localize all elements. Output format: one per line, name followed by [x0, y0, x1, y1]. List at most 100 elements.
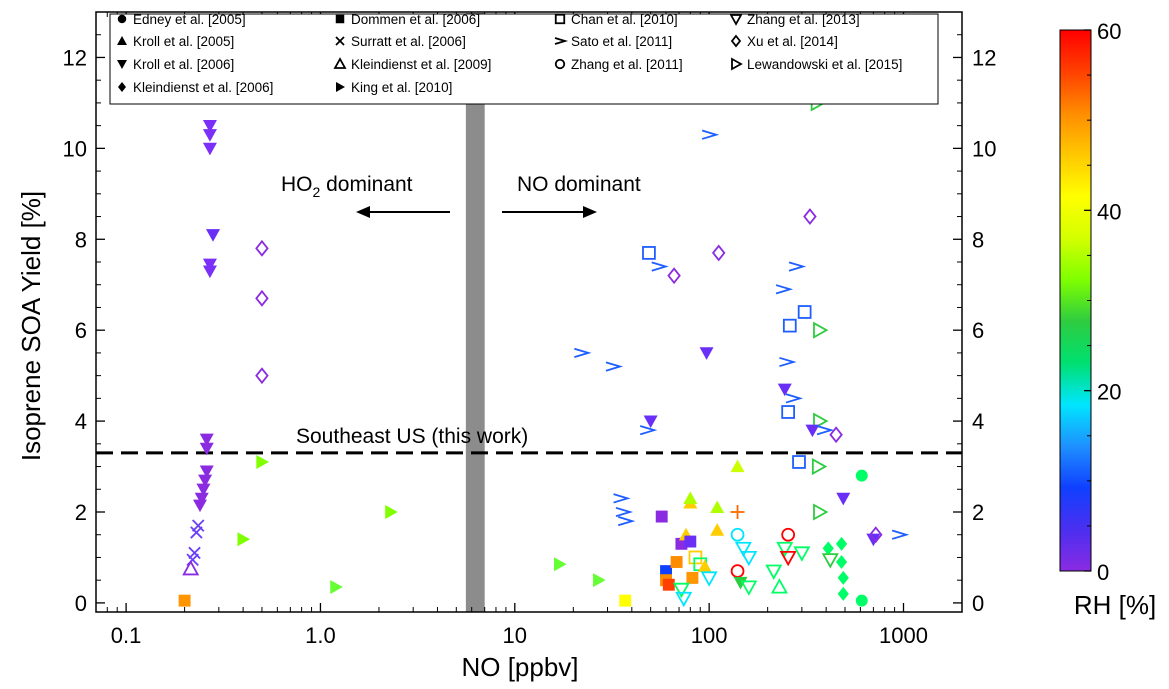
legend-symbol [554, 58, 566, 70]
legend-symbol [117, 60, 127, 69]
data-point [813, 321, 829, 339]
data-point [670, 556, 683, 568]
data-point [821, 553, 839, 569]
axes: 0.1 1.0 10 100 1000 0 0 2 2 4 4 6 6 8 8 10 10 12 12 [63, 12, 996, 648]
no-dominant-label: NO dominant [517, 173, 641, 196]
legend-symbol [730, 34, 742, 48]
y-tick-label-right: 4 [972, 409, 984, 434]
data-point [199, 433, 214, 447]
legend-entry: Lewandowski et al. [2015] [731, 57, 902, 72]
data-point [617, 516, 636, 527]
data-points [178, 94, 910, 608]
y-tick-label: 0 [75, 591, 87, 616]
data-point [740, 550, 758, 567]
data-point [837, 570, 849, 585]
data-point [779, 356, 797, 368]
legend-entry: Kroll et al. [2006] [117, 57, 234, 72]
legend-label: Surratt et al. [2006] [351, 34, 466, 49]
data-point [730, 459, 745, 473]
data-point [330, 580, 343, 594]
y-tick-label: 8 [75, 227, 87, 252]
legend-entry: Sato et al. [2011] [554, 34, 672, 49]
data-point [613, 493, 631, 504]
data-point [740, 580, 758, 596]
data-point [793, 546, 811, 562]
data-point [643, 415, 658, 429]
colorbar-tick-label: 40 [1097, 199, 1121, 224]
data-point [891, 529, 910, 540]
legend-label: Zhang et al. [2013] [747, 12, 860, 27]
legend-label: Dommen et al. [2006] [351, 12, 480, 27]
data-point [593, 573, 606, 588]
data-point [797, 305, 812, 319]
data-point [660, 565, 672, 578]
y-tick-label: 10 [63, 136, 87, 161]
data-point [605, 361, 624, 372]
data-point [675, 591, 693, 608]
data-point [198, 474, 213, 488]
data-point [697, 559, 712, 573]
legend-entry: Xu et al. [2014] [730, 34, 838, 49]
legend-entry: Kleindienst et al. [2009] [333, 57, 491, 72]
legend-label: Lewandowski et al. [2015] [747, 57, 902, 72]
data-point [190, 526, 203, 539]
data-point [822, 541, 834, 556]
legend-symbol [554, 37, 569, 45]
colorbar-label: RH [%] [1074, 590, 1156, 620]
data-point [202, 142, 217, 156]
data-point [202, 129, 217, 142]
data-point [835, 536, 848, 551]
legend-label: Xu et al. [2014] [747, 34, 838, 49]
legend-symbol [731, 57, 743, 71]
data-point [683, 491, 698, 504]
x-tick-label: 10 [503, 623, 527, 648]
data-point [202, 120, 217, 133]
reference-line-label: Southeast US (this work) [296, 425, 528, 448]
reference-line-group: Southeast US (this work) [96, 425, 962, 455]
data-point [734, 541, 752, 558]
colorbar-tick-label: 20 [1097, 380, 1121, 405]
data-point [836, 492, 851, 506]
legend-entry: Surratt et al. [2006] [335, 34, 466, 49]
legend-symbol [554, 13, 566, 25]
data-point [813, 412, 829, 430]
data-point [178, 594, 191, 607]
data-point [733, 576, 748, 590]
y-tick-label: 12 [63, 45, 87, 70]
data-point [730, 564, 745, 578]
data-point [199, 442, 214, 456]
x-tick-label: 1.0 [305, 623, 336, 648]
data-point [700, 571, 718, 587]
data-point [711, 244, 726, 262]
data-point [194, 492, 209, 506]
data-point [553, 557, 567, 572]
legend-symbol [335, 14, 345, 24]
data-point [385, 505, 398, 519]
data-point [202, 258, 217, 272]
legend-entry: Zhang et al. [2013] [729, 12, 860, 27]
colorbar: RH [%] 0 20 40 60 [1059, 19, 1156, 620]
legend-entry: Dommen et al. [2006] [335, 12, 480, 27]
legend-box [109, 13, 939, 105]
legend-label: Kroll et al. [2005] [133, 34, 234, 49]
ho2-dominant-label: HO2 dominant [281, 173, 413, 200]
legend-symbol [117, 14, 127, 24]
data-point [255, 239, 269, 257]
data-point [202, 265, 217, 279]
data-point [710, 523, 725, 536]
data-point [667, 267, 681, 285]
data-point [855, 594, 868, 607]
data-point [684, 535, 697, 548]
data-point [615, 506, 634, 518]
y-tick-label-right: 2 [972, 500, 984, 525]
legend-symbol [117, 36, 127, 45]
colorbar-gradient [1059, 29, 1092, 572]
x-tick-label: 0.1 [111, 623, 142, 648]
x-axis-label: NO [ppbv] [461, 652, 578, 682]
legend-label: Chan et al. [2010] [571, 12, 678, 27]
plot-frame [95, 11, 963, 613]
data-point [255, 289, 269, 307]
data-point [792, 455, 806, 469]
data-point [829, 426, 843, 444]
legend: Edney et al. [2005] Kroll et al. [2005] Kr… [109, 12, 939, 105]
